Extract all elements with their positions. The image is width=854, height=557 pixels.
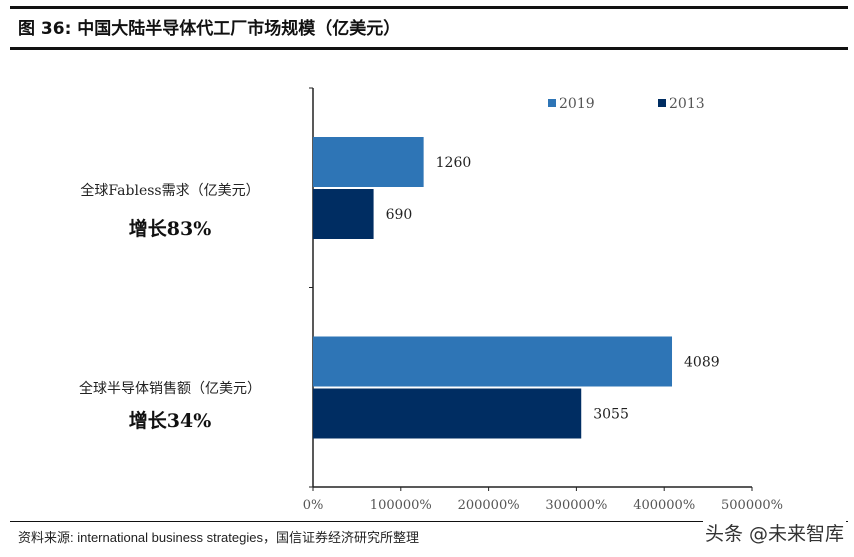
data-label: 1260 (436, 155, 472, 171)
legend-swatch-2019 (548, 99, 556, 107)
data-label: 690 (386, 207, 413, 223)
x-tick-label: 400000% (633, 498, 695, 513)
top-rule (10, 6, 848, 9)
legend-label: 2019 (559, 96, 595, 112)
growth-annotation-1: 增长34% (128, 410, 212, 432)
bar-2019 (313, 137, 424, 187)
x-tick-label: 0% (303, 498, 324, 513)
category-label-1: 全球半导体销售额（亿美元） (79, 381, 261, 397)
x-tick-label: 300000% (545, 498, 607, 513)
x-tick-label: 200000% (458, 498, 520, 513)
data-label: 3055 (593, 407, 629, 423)
source-note: 资料来源: international business strategies，… (18, 530, 419, 545)
legend-label: 2013 (669, 96, 705, 112)
x-tick-label: 500000% (721, 498, 783, 513)
data-label: 4089 (684, 355, 720, 371)
source-rule (10, 521, 848, 522)
growth-annotation-0: 增长83% (128, 218, 212, 240)
title-rule (10, 47, 848, 50)
figure-title: 图 36: 中国大陆半导体代工厂市场规模（亿美元） (18, 19, 401, 39)
bar-2019 (313, 336, 673, 387)
x-tick-label: 100000% (370, 498, 432, 513)
bar-2013 (313, 189, 374, 239)
legend-swatch-2013 (658, 99, 666, 107)
watermark: 头条 @未来智库 (702, 519, 846, 546)
category-label-0: 全球Fabless需求（亿美元） (80, 183, 260, 199)
bar-2013 (313, 388, 582, 439)
